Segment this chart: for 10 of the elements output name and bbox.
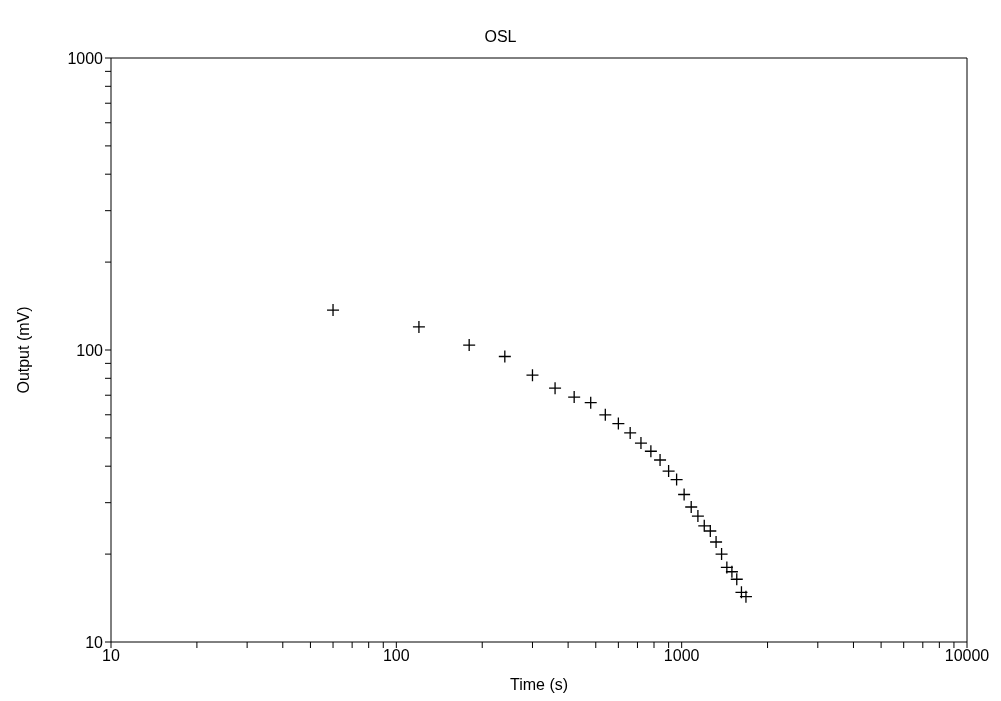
chart-title: OSL (483, 28, 518, 46)
y-tick-label: 100 (76, 341, 104, 359)
x-tick-label: 1000 (663, 647, 700, 665)
y-tick-label: 10 (85, 633, 104, 651)
x-axis-title: Time (s) (509, 676, 569, 693)
x-tick-label: 10000 (944, 647, 990, 665)
y-axis-title: Output (mV) (14, 306, 32, 394)
y-tick-label: 1000 (67, 49, 104, 67)
x-tick-label: 100 (382, 647, 410, 665)
x-tick-label: 10 (102, 647, 120, 665)
